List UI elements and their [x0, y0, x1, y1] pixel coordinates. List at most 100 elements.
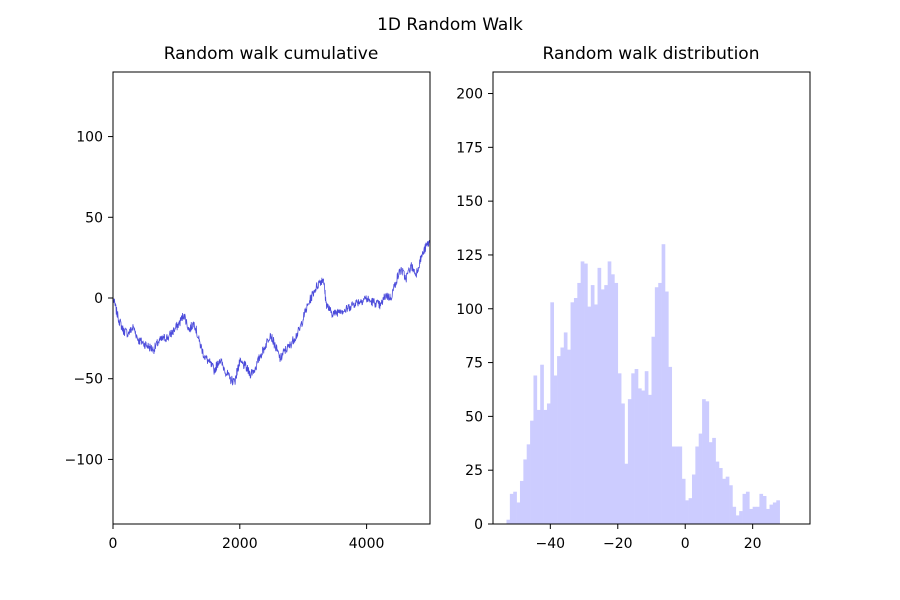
histogram-bar: [762, 496, 767, 524]
histogram-bar: [533, 375, 538, 524]
histogram-bar: [604, 285, 608, 524]
histogram-bar: [772, 502, 777, 524]
histogram-bar: [526, 444, 531, 524]
cumulative-walk-plot-area: [113, 72, 430, 524]
histogram-bar: [732, 506, 737, 524]
histogram-bar: [661, 244, 666, 524]
histogram-bar: [735, 515, 740, 524]
histogram-bar: [621, 403, 625, 524]
histogram-bar: [580, 261, 585, 524]
histogram-bar: [668, 366, 673, 524]
distribution-histogram-y-tick-label: 175: [456, 140, 483, 156]
histogram-bar: [536, 409, 541, 524]
histogram-bar: [678, 446, 683, 524]
histogram-bar: [550, 302, 554, 524]
histogram-bar: [651, 336, 656, 524]
histogram-bar: [742, 493, 747, 524]
histogram-bar: [516, 502, 521, 524]
histogram-bar: [688, 498, 693, 524]
histogram-bar: [722, 478, 726, 524]
histogram-bar: [756, 506, 760, 524]
histogram-bar: [718, 468, 723, 524]
histogram-bar: [695, 446, 700, 524]
distribution-histogram-y-tick-label: 75: [465, 356, 483, 372]
cumulative-walk-series-line: [112, 240, 431, 386]
histogram-bar: [759, 493, 764, 524]
cumulative-walk-axes-frame: [112, 71, 431, 525]
cumulative-walk-y-tick-label: 0: [94, 291, 103, 307]
distribution-histogram-y-tick-label: 0: [474, 517, 483, 533]
histogram-bar: [624, 463, 629, 524]
histogram-bar: [597, 267, 602, 524]
histogram-bar: [712, 437, 716, 524]
histogram-bar: [570, 302, 575, 524]
histogram-bar: [641, 390, 646, 524]
distribution-histogram-y-axis: 0 25 50 75 100 125 150 175 200: [456, 87, 493, 533]
histogram-bar: [749, 508, 753, 524]
histogram-bar: [739, 511, 743, 524]
distribution-histogram-axes-frame: [492, 71, 811, 525]
distribution-histogram-x-axis: −40 −20 0 20: [536, 524, 762, 552]
histogram-bar: [557, 356, 561, 524]
histogram-bar: [644, 371, 649, 524]
histogram-bar: [543, 409, 548, 524]
histogram-bar: [573, 298, 578, 524]
histogram-bar: [590, 285, 595, 524]
cumulative-walk-y-tick-label: −100: [65, 452, 103, 468]
histogram-bar: [766, 508, 770, 524]
distribution-histogram-bars: [506, 244, 780, 524]
histogram-bar: [658, 282, 662, 524]
distribution-histogram-plot: Random walk distribution −40 −20 0 20 0 25 50…: [456, 44, 811, 552]
histogram-bar: [769, 504, 774, 524]
histogram-bar: [553, 375, 558, 524]
histogram-bar: [698, 433, 703, 524]
histogram-bar: [715, 461, 720, 524]
histogram-bar: [627, 399, 632, 524]
distribution-histogram-y-tick-label: 200: [456, 87, 483, 103]
histogram-bar: [560, 347, 565, 524]
histogram-bar: [530, 420, 534, 524]
histogram-bar: [540, 364, 544, 524]
histogram-bar: [617, 373, 622, 524]
histogram-bar: [519, 480, 524, 524]
distribution-histogram-y-tick-label: 50: [465, 409, 483, 425]
cumulative-walk-x-tick-label: 4000: [349, 536, 385, 552]
cumulative-walk-y-tick-label: 100: [76, 130, 103, 146]
histogram-bar: [752, 506, 757, 524]
distribution-histogram-y-tick-label: 25: [465, 463, 483, 479]
histogram-bar: [708, 442, 713, 524]
histogram-bar: [664, 291, 669, 524]
distribution-histogram-x-tick-label: −20: [603, 536, 633, 552]
histogram-bar: [563, 332, 568, 524]
cumulative-walk-plot: Random walk cumulative 0 2000 4000 −100 −50…: [65, 44, 431, 552]
histogram-bar: [675, 446, 679, 524]
histogram-bar: [513, 491, 517, 524]
histogram-bar: [607, 261, 612, 524]
distribution-histogram-y-tick-label: 150: [456, 194, 483, 210]
histogram-bar: [584, 263, 588, 524]
histogram-bar: [594, 304, 598, 524]
histogram-bar: [577, 282, 581, 524]
histogram-bar: [745, 491, 750, 524]
histogram-bar: [611, 274, 615, 524]
histogram-bar: [685, 500, 689, 524]
distribution-histogram-x-tick-label: 20: [744, 536, 762, 552]
histogram-bar: [614, 282, 619, 524]
cumulative-walk-title: Random walk cumulative: [164, 44, 379, 64]
cumulative-walk-x-tick-label: 2000: [222, 536, 258, 552]
histogram-bar: [702, 399, 706, 524]
cumulative-walk-x-tick-label: 0: [109, 536, 118, 552]
histogram-bar: [671, 446, 676, 524]
histogram-bar: [648, 394, 652, 524]
cumulative-walk-x-axis: 0 2000 4000: [109, 524, 385, 552]
histogram-bar: [776, 500, 780, 524]
histogram-bar: [587, 306, 592, 524]
distribution-histogram-x-tick-label: 0: [681, 536, 690, 552]
figure-suptitle: 1D Random Walk: [377, 15, 523, 35]
histogram-bar: [705, 401, 710, 524]
cumulative-walk-y-axis: −100 −50 0 50 100: [65, 130, 113, 468]
distribution-histogram-y-tick-label: 125: [456, 248, 483, 264]
histogram-bar: [638, 388, 642, 524]
histogram-bar: [654, 287, 659, 524]
